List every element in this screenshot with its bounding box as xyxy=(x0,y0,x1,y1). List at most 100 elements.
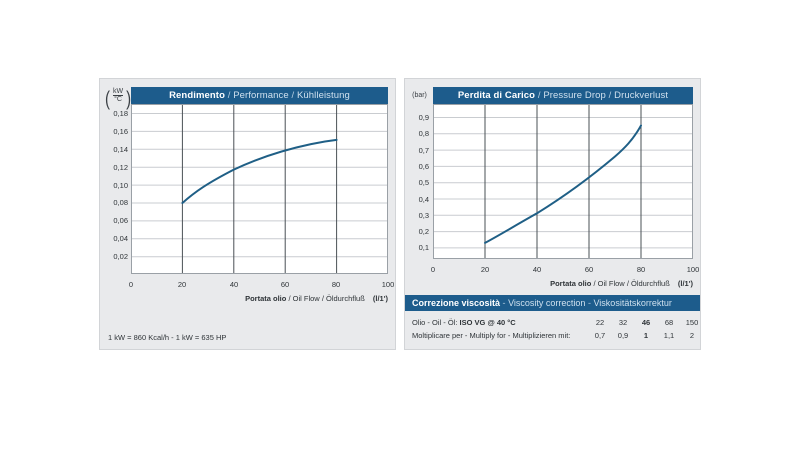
performance-curve xyxy=(181,138,338,204)
viscosity-header-german: Viskositätskorrektur xyxy=(593,298,672,308)
performance-y-tick-8: 0,02 xyxy=(113,252,128,261)
performance-x-tick-5: 100 xyxy=(381,280,395,289)
performance-vertical-gridlines xyxy=(181,104,338,274)
pressure-y-unit-label: (bar) xyxy=(412,92,427,99)
performance-y-tick-2: 0,14 xyxy=(113,145,128,154)
performance-horizontal-gridlines xyxy=(131,113,388,258)
viscosity-factor-4: 2 xyxy=(689,331,695,340)
performance-y-tick-3: 0,12 xyxy=(113,163,128,172)
viscosity-grade-label: Olio - Oil - Öl: ISO VG @ 40 °C xyxy=(412,317,516,329)
pressure-x-caption-german: Öldurchfluß xyxy=(631,279,670,288)
viscosity-factor-3: 1,1 xyxy=(663,331,675,340)
performance-x-caption-german: Öldurchfluß xyxy=(326,294,365,303)
viscosity-header-italian: Correzione viscosità xyxy=(412,298,501,308)
performance-x-caption-sep2: / xyxy=(321,294,324,303)
performance-y-tick-0: 0,18 xyxy=(113,109,128,118)
pressure-title-italian: Perdita di Carico xyxy=(457,90,536,101)
performance-title-english: Performance xyxy=(233,90,289,101)
viscosity-factor-row: Moltiplicare per - Multiply for - Multip… xyxy=(412,330,696,342)
paren-close-icon: ) xyxy=(126,88,132,111)
performance-plot-area xyxy=(131,104,388,274)
pressure-x-tick-1: 20 xyxy=(480,265,490,274)
viscosity-grade-label-plain: Olio - Oil - Öl: xyxy=(412,318,460,327)
pressure-chart-title: Perdita di Carico / Pressure Drop / Druc… xyxy=(433,87,693,104)
performance-x-tick-4: 80 xyxy=(331,280,341,289)
viscosity-header-english: Viscosity correction xyxy=(508,298,586,308)
viscosity-correction-header: Correzione viscosità - Viscosity correct… xyxy=(405,295,700,311)
performance-plot-svg xyxy=(131,104,388,274)
pressure-y-tick-6: 0,3 xyxy=(418,211,429,220)
pressure-plot-area xyxy=(433,104,693,259)
pressure-x-tick-5: 100 xyxy=(686,265,700,274)
viscosity-grade-150: 150 xyxy=(685,318,699,327)
viscosity-factor-1: 0,9 xyxy=(617,331,629,340)
pressure-plot-svg xyxy=(433,104,693,259)
pressure-title-german: Druckverlust xyxy=(614,90,669,101)
viscosity-grade-row: Olio - Oil - Öl: ISO VG @ 40 °C 22 32 46… xyxy=(412,317,698,329)
viscosity-factor-label: Moltiplicare per - Multiply for - Multip… xyxy=(412,331,571,340)
pressure-y-tick-1: 0,8 xyxy=(418,129,429,138)
performance-y-unit-numerator: kW xyxy=(113,88,124,95)
performance-y-unit-label: (kW °C) xyxy=(105,88,132,111)
pressure-y-tick-2: 0,7 xyxy=(418,146,429,155)
performance-y-tick-1: 0,16 xyxy=(113,127,128,136)
viscosity-grade-22: 22 xyxy=(595,318,605,327)
pressure-x-tick-0: 0 xyxy=(430,265,436,274)
pressure-vertical-gridlines xyxy=(484,104,642,259)
performance-title-sep1: / xyxy=(227,90,231,101)
pressure-x-axis-caption: Portata olio / Oil Flow / Öldurchfluß (l… xyxy=(463,279,693,288)
viscosity-header-sep2: - xyxy=(587,298,591,308)
performance-chart-panel: Rendimento / Performance / Kühlleistung … xyxy=(99,78,396,350)
pressure-title-sep2: / xyxy=(608,90,612,101)
pressure-x-tick-3: 60 xyxy=(584,265,594,274)
pressure-y-tick-0: 0,9 xyxy=(418,113,429,122)
pressure-drop-chart-panel: Perdita di Carico / Pressure Drop / Druc… xyxy=(404,78,701,350)
pressure-title-english: Pressure Drop xyxy=(543,90,606,101)
viscosity-grade-46: 46 xyxy=(641,318,651,327)
pressure-y-tick-8: 0,1 xyxy=(418,243,429,252)
performance-y-tick-4: 0,10 xyxy=(113,181,128,190)
performance-title-german: Kühlleistung xyxy=(296,90,350,101)
viscosity-grade-label-bold: ISO VG @ 40 °C xyxy=(459,318,516,327)
pressure-x-caption-english: Oil Flow xyxy=(597,279,625,288)
performance-x-tick-0: 0 xyxy=(128,280,134,289)
performance-footnote: 1 kW = 860 Kcal/h - 1 kW = 635 HP xyxy=(108,333,227,342)
pressure-y-tick-3: 0,6 xyxy=(418,162,429,171)
pressure-horizontal-gridlines xyxy=(433,117,693,249)
performance-x-caption-italian: Portata olio xyxy=(245,294,287,303)
performance-chart-title: Rendimento / Performance / Kühlleistung xyxy=(131,87,388,104)
performance-y-tick-5: 0,08 xyxy=(113,198,128,207)
pressure-y-tick-5: 0,4 xyxy=(418,195,429,204)
pressure-plot-border xyxy=(433,104,693,259)
viscosity-grade-68: 68 xyxy=(664,318,674,327)
performance-title-italian: Rendimento xyxy=(169,90,225,101)
viscosity-factor-0: 0,7 xyxy=(594,331,606,340)
pressure-title-sep1: / xyxy=(537,90,541,101)
performance-y-tick-7: 0,04 xyxy=(113,234,128,243)
pressure-x-caption-sep1: / xyxy=(593,279,596,288)
performance-x-tick-3: 60 xyxy=(280,280,290,289)
pressure-y-tick-7: 0,2 xyxy=(418,227,429,236)
performance-x-axis-caption: Portata olio / Oil Flow / Öldurchfluß (l… xyxy=(160,294,388,303)
performance-y-unit-denominator: °C xyxy=(113,95,124,104)
performance-x-caption-unit: (l/1') xyxy=(372,294,388,303)
performance-x-caption-english: Oil Flow xyxy=(292,294,320,303)
performance-x-caption-sep1: / xyxy=(288,294,291,303)
pressure-curve xyxy=(484,124,642,244)
pressure-x-tick-4: 80 xyxy=(636,265,646,274)
performance-x-tick-2: 40 xyxy=(229,280,239,289)
pressure-x-caption-sep2: / xyxy=(626,279,629,288)
pressure-y-tick-4: 0,5 xyxy=(418,178,429,187)
performance-y-tick-6: 0,06 xyxy=(113,216,128,225)
performance-plot-border xyxy=(131,104,388,274)
paren-open-icon: ( xyxy=(105,88,110,111)
pressure-x-caption-italian: Portata olio xyxy=(550,279,592,288)
performance-title-sep2: / xyxy=(291,90,295,101)
performance-x-tick-1: 20 xyxy=(177,280,187,289)
viscosity-grade-32: 32 xyxy=(618,318,628,327)
viscosity-factor-2: 1 xyxy=(643,331,649,340)
pressure-x-caption-unit: (l/1') xyxy=(677,279,693,288)
viscosity-header-sep1: - xyxy=(502,298,506,308)
pressure-x-tick-2: 40 xyxy=(532,265,542,274)
